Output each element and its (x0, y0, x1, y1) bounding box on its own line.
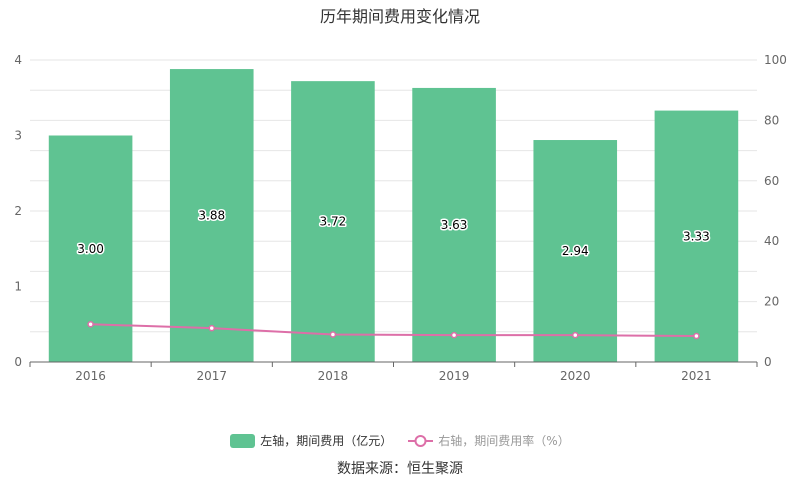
y-right-tick-label: 60 (764, 174, 779, 188)
y-right-tick-label: 80 (764, 113, 779, 127)
bar-series (48, 69, 739, 363)
bar-value-label: 3.33 (683, 229, 710, 243)
y-left-tick-label: 4 (14, 53, 22, 67)
chart-title: 历年期间费用变化情况 (319, 7, 480, 26)
bar-value-label: 3.00 (77, 242, 104, 256)
x-tick-label: 2021 (681, 369, 712, 383)
data-source-note: 数据来源：恒生聚源 (337, 461, 463, 477)
legend-bar-label: 左轴，期间费用（亿元） (260, 434, 393, 448)
x-tick-label: 2017 (196, 369, 227, 383)
bar (291, 81, 375, 362)
legend: 左轴，期间费用（亿元） 右轴，期间费用率（%） (0, 432, 800, 449)
line-point (329, 331, 337, 338)
x-tick-label: 2019 (439, 369, 470, 383)
bar (412, 87, 496, 362)
bar-labels: 3.00 3.88 3.72 3.63 2.94 3.33 (76, 207, 712, 259)
line-path (90, 323, 697, 338)
y-left-tick-label: 0 (14, 355, 22, 369)
x-tick-label: 2018 (318, 369, 349, 383)
bar-value-label: 3.63 (441, 218, 468, 232)
grid-lines (30, 59, 757, 333)
legend-item-bar[interactable]: 左轴，期间费用（亿元） (230, 432, 392, 449)
y-right-tick-label: 20 (764, 295, 779, 309)
line-point (208, 324, 215, 332)
legend-line-swatch (408, 434, 434, 447)
line-point (450, 331, 458, 339)
bar (533, 140, 618, 362)
legend-item-line[interactable]: 右轴，期间费用率（%） (408, 432, 570, 449)
line-series (87, 321, 700, 340)
bar-value-label: 3.88 (198, 209, 225, 223)
y-left-tick-label: 1 (14, 280, 22, 294)
line-point (87, 321, 94, 328)
y-right-tick-label: 100 (764, 53, 787, 67)
y-left-tick-label: 2 (14, 204, 22, 218)
legend-bar-swatch (230, 433, 256, 448)
bar-value-label: 3.72 (320, 215, 347, 229)
bar (169, 69, 254, 362)
x-tick-label: 2020 (560, 369, 591, 383)
bar (654, 110, 739, 363)
line-point (693, 332, 700, 340)
bar-value-label: 2.94 (562, 244, 589, 258)
y-right-tick-label: 40 (764, 234, 779, 248)
y-left-tick-label: 3 (14, 129, 22, 143)
legend-line-label: 右轴，期间费用率（%） (438, 434, 570, 448)
line-point (572, 331, 579, 339)
y-right-tick-label: 0 (764, 355, 772, 369)
x-tick-label: 2016 (75, 369, 106, 383)
